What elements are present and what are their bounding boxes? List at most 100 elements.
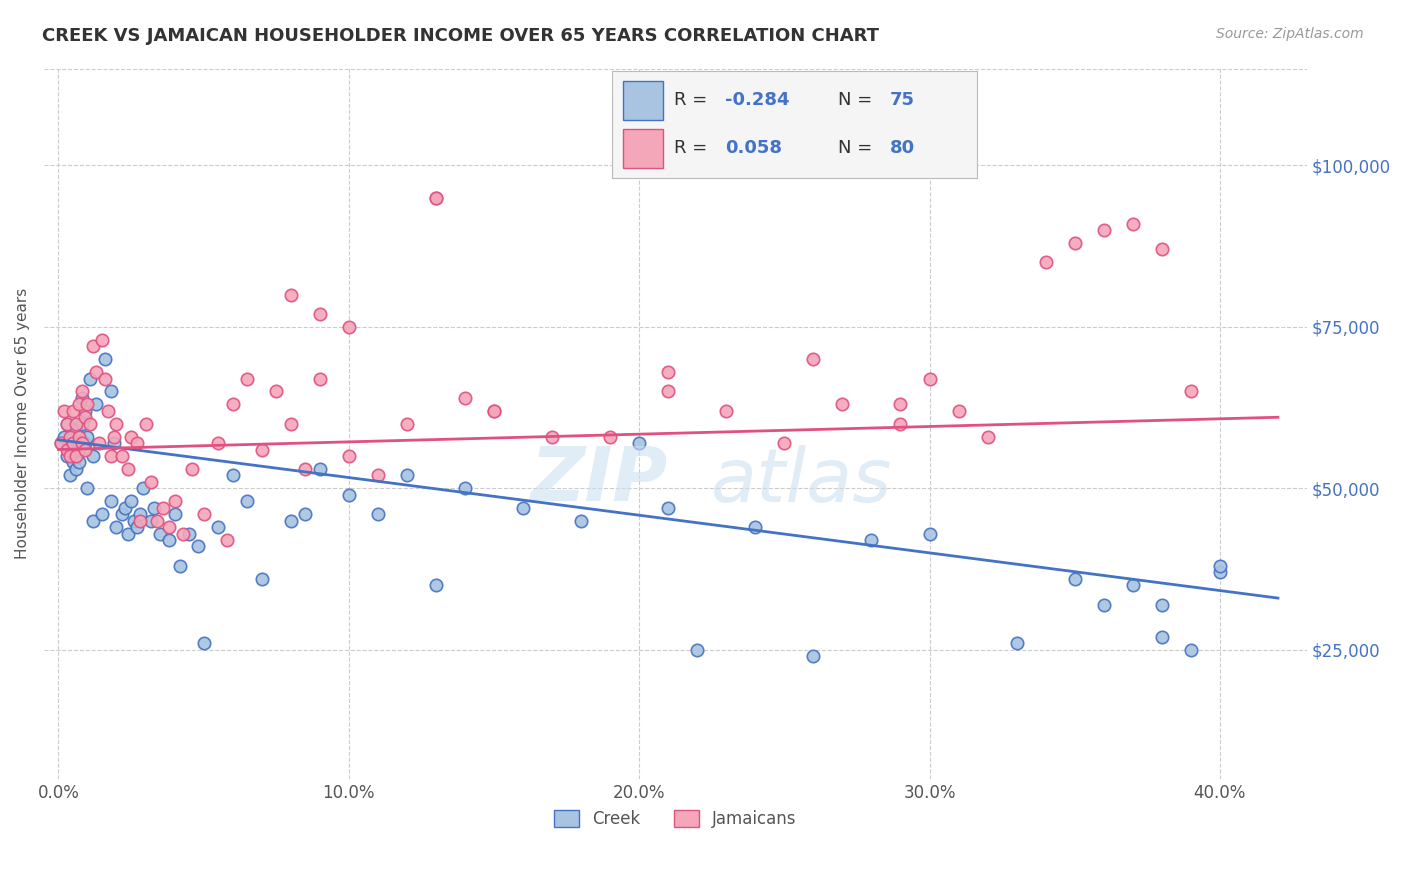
Point	[1005, 636, 1028, 650]
Point	[294, 462, 316, 476]
Point	[82, 449, 104, 463]
Point	[94, 371, 117, 385]
Point	[395, 468, 418, 483]
Point	[56, 449, 79, 463]
Point	[76, 430, 98, 444]
FancyBboxPatch shape	[623, 81, 662, 120]
Point	[1122, 217, 1144, 231]
Point	[657, 365, 679, 379]
Point	[67, 397, 90, 411]
Point	[976, 430, 998, 444]
Point	[100, 384, 122, 399]
Point	[599, 430, 621, 444]
Point	[337, 488, 360, 502]
Point	[773, 436, 796, 450]
Point	[131, 481, 153, 495]
Point	[65, 462, 87, 476]
Point	[70, 417, 93, 431]
Point	[73, 410, 96, 425]
Point	[152, 500, 174, 515]
Point	[1035, 255, 1057, 269]
Point	[1209, 558, 1232, 573]
Point	[215, 533, 238, 547]
Text: N =: N =	[838, 91, 879, 109]
Point	[425, 578, 447, 592]
Point	[686, 642, 709, 657]
Point	[569, 514, 592, 528]
Point	[657, 500, 679, 515]
Point	[181, 462, 204, 476]
Point	[1209, 566, 1232, 580]
Point	[207, 436, 229, 450]
Point	[73, 436, 96, 450]
Point	[193, 507, 215, 521]
Point	[120, 494, 142, 508]
Point	[149, 526, 172, 541]
Point	[94, 352, 117, 367]
Point	[146, 514, 169, 528]
Point	[67, 442, 90, 457]
Point	[87, 436, 110, 450]
Point	[367, 507, 389, 521]
Point	[143, 500, 166, 515]
Point	[105, 417, 128, 431]
Point	[62, 430, 84, 444]
Point	[221, 397, 243, 411]
Point	[512, 500, 534, 515]
Point	[280, 287, 302, 301]
Point	[125, 520, 148, 534]
Point	[1180, 642, 1202, 657]
Text: CREEK VS JAMAICAN HOUSEHOLDER INCOME OVER 65 YEARS CORRELATION CHART: CREEK VS JAMAICAN HOUSEHOLDER INCOME OVE…	[42, 27, 879, 45]
Point	[82, 339, 104, 353]
Point	[56, 417, 79, 431]
Point	[454, 481, 477, 495]
Point	[831, 397, 853, 411]
Point	[84, 365, 107, 379]
Point	[56, 417, 79, 431]
Point	[65, 423, 87, 437]
Point	[1150, 243, 1173, 257]
Point	[367, 468, 389, 483]
Point	[918, 526, 941, 541]
Point	[100, 449, 122, 463]
Point	[70, 384, 93, 399]
Point	[744, 520, 766, 534]
Point	[236, 371, 259, 385]
Point	[1180, 384, 1202, 399]
Point	[163, 507, 186, 521]
Point	[53, 404, 76, 418]
Point	[280, 417, 302, 431]
Point	[454, 391, 477, 405]
Point	[628, 436, 651, 450]
Point	[482, 404, 505, 418]
Point	[79, 417, 101, 431]
Point	[51, 436, 73, 450]
Point	[70, 391, 93, 405]
Point	[134, 417, 156, 431]
Point	[163, 494, 186, 508]
Point	[91, 507, 114, 521]
Point	[73, 442, 96, 457]
Point	[172, 526, 194, 541]
Point	[59, 430, 82, 444]
Point	[308, 462, 330, 476]
FancyBboxPatch shape	[623, 129, 662, 168]
Point	[103, 430, 125, 444]
Point	[65, 417, 87, 431]
Point	[141, 514, 163, 528]
Text: 80: 80	[890, 139, 914, 157]
Point	[425, 191, 447, 205]
Text: -0.284: -0.284	[725, 91, 789, 109]
Point	[117, 462, 139, 476]
Point	[56, 442, 79, 457]
Point	[918, 371, 941, 385]
Point	[111, 507, 134, 521]
Point	[294, 507, 316, 521]
Point	[114, 500, 136, 515]
Point	[236, 494, 259, 508]
Point	[860, 533, 883, 547]
Point	[120, 430, 142, 444]
Text: R =: R =	[673, 139, 713, 157]
Point	[157, 520, 180, 534]
Point	[657, 384, 679, 399]
